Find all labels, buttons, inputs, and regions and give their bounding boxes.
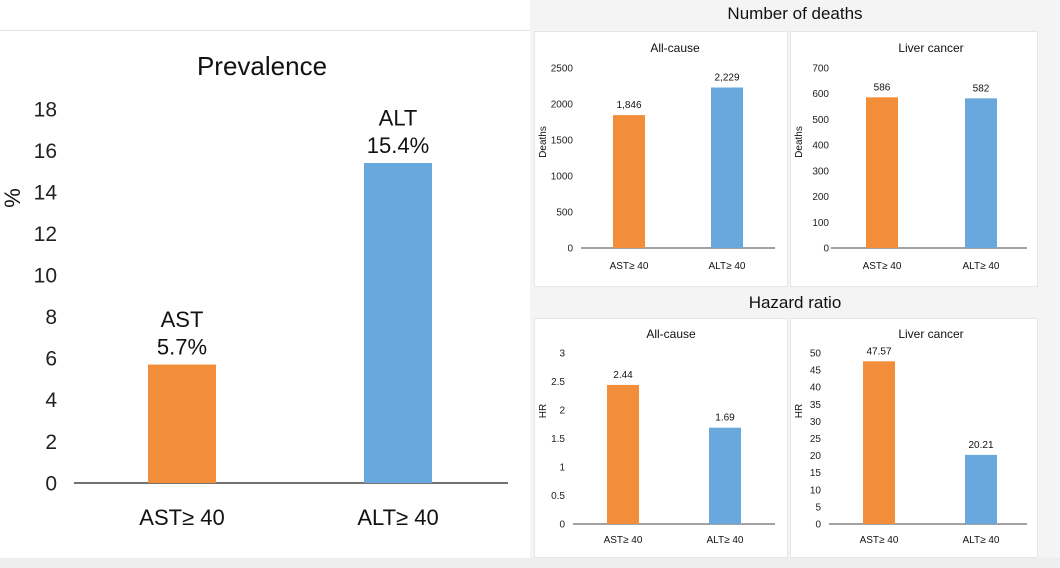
bar-alt <box>965 98 997 248</box>
bar-ast <box>613 115 645 248</box>
x-category-label: ALT≥ 40 <box>357 505 438 530</box>
y-tick-label: 0.5 <box>551 491 565 502</box>
y-tick-label: 5 <box>815 502 821 513</box>
hr-liver-cancer-chart: Liver cancer HR 0 5 10 15 20 25 30 35 40 45 50 47.57 A… <box>794 327 1027 546</box>
y-tick-label: 20 <box>810 451 822 462</box>
y-tick-label: 25 <box>810 434 822 445</box>
hr-liver-cancer-panel: Liver cancer HR 0 5 10 15 20 25 30 35 40 45 50 47.57 A… <box>790 318 1038 558</box>
y-axis-label: HR <box>538 404 549 418</box>
x-category-label: ALT≥ 40 <box>707 535 744 546</box>
y-tick-label: 0 <box>45 472 57 495</box>
right-section: Number of deaths All-cause Deaths 0 500 1000… <box>530 0 1060 568</box>
y-axis-label: Deaths <box>794 126 805 158</box>
bar-data-label: 47.57 <box>866 346 891 357</box>
chart-title: All-cause <box>646 327 696 341</box>
bar-ast <box>866 97 898 248</box>
x-category-label: AST≥ 40 <box>860 535 899 546</box>
deaths-heading: Number of deaths <box>727 4 863 23</box>
x-category-label: AST≥ 40 <box>863 261 902 272</box>
deaths-liver-cancer-panel: Liver cancer Deaths 0 100 200 300 400 500 600 700… <box>790 31 1038 287</box>
y-axis-label: HR <box>794 404 805 418</box>
y-tick-label: 2000 <box>551 100 574 111</box>
hazard-heading: Hazard ratio <box>748 293 842 312</box>
y-axis-label: Deaths <box>538 126 549 158</box>
bar-data-label: 1.69 <box>715 413 735 424</box>
y-tick-label: 400 <box>812 141 829 152</box>
y-tick-label: 2500 <box>551 64 574 75</box>
y-tick-label: 50 <box>810 349 822 360</box>
y-tick-label: 300 <box>812 166 829 177</box>
y-tick-label: 10 <box>810 485 822 496</box>
bar-data-label: 20.21 <box>968 440 993 451</box>
chart-title: All-cause <box>650 41 700 55</box>
y-tick-label: 14 <box>34 181 58 204</box>
y-tick-label: 12 <box>34 223 57 246</box>
y-tick-label: 8 <box>45 306 57 329</box>
chart-title: Prevalence <box>197 51 327 81</box>
y-tick-label: 500 <box>556 208 573 219</box>
y-tick-label: 16 <box>34 140 57 163</box>
y-tick-label: 35 <box>810 400 822 411</box>
bar-data-label: 582 <box>973 83 990 94</box>
bar-data-label: 1,846 <box>616 100 641 111</box>
y-tick-label: 2.5 <box>551 377 565 388</box>
chart-title: Liver cancer <box>898 41 963 55</box>
y-tick-label: 45 <box>810 366 822 377</box>
y-tick-label: 1500 <box>551 136 574 147</box>
y-tick-label: 100 <box>812 218 829 229</box>
y-tick-label: 1 <box>559 463 565 474</box>
bar-label-name: AST <box>161 307 204 332</box>
bar-alt <box>711 87 743 249</box>
bar-alt <box>965 454 997 524</box>
y-axis-label: % <box>0 188 25 208</box>
y-tick-label: 15 <box>810 468 822 479</box>
hr-all-cause-chart: All-cause HR 0 0.5 1 1.5 2 2.5 3 2.44 AST≥ 40 1.69 A… <box>538 327 775 546</box>
x-category-label: AST≥ 40 <box>139 505 224 530</box>
bar-alt <box>709 427 741 524</box>
deaths-all-cause-panel: All-cause Deaths 0 500 1000 1500 2000 2500 1,846… <box>534 31 788 287</box>
bar-label-value: 15.4% <box>367 133 429 158</box>
y-tick-label: 500 <box>812 115 829 126</box>
y-tick-label: 0 <box>559 520 565 531</box>
bar-ast <box>148 364 216 483</box>
y-tick-label: 10 <box>34 265 57 288</box>
hr-all-cause-panel: All-cause HR 0 0.5 1 1.5 2 2.5 3 2.44 AST≥ 40 1.69 A… <box>534 318 788 558</box>
x-category-label: ALT≥ 40 <box>709 261 746 272</box>
bar-data-label: 2,229 <box>714 73 739 84</box>
y-tick-label: 18 <box>34 98 57 121</box>
x-category-label: ALT≥ 40 <box>963 535 1000 546</box>
x-category-label: AST≥ 40 <box>604 535 643 546</box>
y-tick-label: 600 <box>812 89 829 100</box>
y-tick-label: 0 <box>823 244 829 255</box>
bar-label-name: ALT <box>379 106 418 131</box>
deaths-all-cause-chart: All-cause Deaths 0 500 1000 1500 2000 2500 1,846… <box>538 41 775 272</box>
y-tick-label: 4 <box>45 389 57 412</box>
x-category-label: AST≥ 40 <box>610 261 649 272</box>
y-tick-label: 30 <box>810 417 822 428</box>
bar-data-label: 586 <box>874 82 891 93</box>
bar-ast <box>607 384 639 524</box>
chart-title: Liver cancer <box>898 327 963 341</box>
prevalence-chart: Prevalence% 0 2 4 6 8 10 12 14 16 18 AST 5.7% AST≥ 40… <box>0 51 508 530</box>
prevalence-panel: Prevalence% 0 2 4 6 8 10 12 14 16 18 AST 5.7% AST≥ 40… <box>0 30 530 559</box>
bar-alt <box>364 163 432 483</box>
bar-label-value: 5.7% <box>157 335 207 360</box>
y-tick-label: 3 <box>559 349 565 360</box>
y-tick-label: 1000 <box>551 172 574 183</box>
bar-data-label: 2.44 <box>613 370 633 381</box>
y-tick-label: 0 <box>567 244 573 255</box>
x-category-label: ALT≥ 40 <box>963 261 1000 272</box>
y-tick-label: 700 <box>812 64 829 75</box>
bottom-strip <box>0 558 1060 568</box>
bar-ast <box>863 361 895 524</box>
y-tick-label: 1.5 <box>551 434 565 445</box>
deaths-liver-cancer-chart: Liver cancer Deaths 0 100 200 300 400 500 600 700… <box>794 41 1027 272</box>
y-tick-label: 0 <box>815 520 821 531</box>
y-tick-label: 6 <box>45 348 57 371</box>
y-tick-label: 2 <box>45 431 57 454</box>
y-tick-label: 40 <box>810 383 822 394</box>
y-tick-label: 2 <box>559 406 565 417</box>
y-tick-label: 200 <box>812 192 829 203</box>
